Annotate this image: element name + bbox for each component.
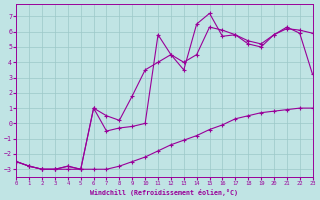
X-axis label: Windchill (Refroidissement éolien,°C): Windchill (Refroidissement éolien,°C) <box>91 189 238 196</box>
